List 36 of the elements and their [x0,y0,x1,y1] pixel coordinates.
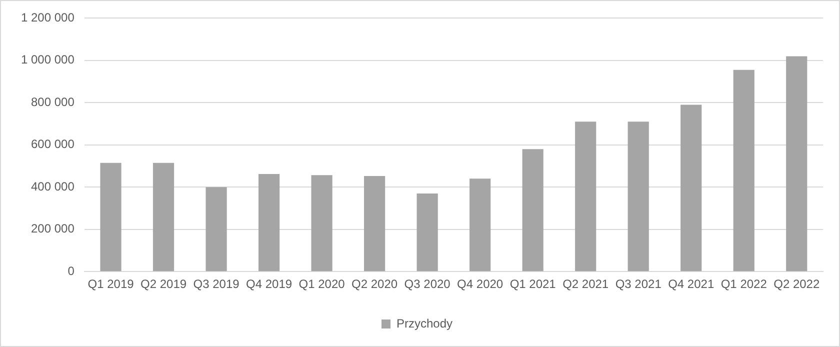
x-tick-label: Q1 2019 [88,277,134,292]
bar [311,175,332,272]
x-tick-label: Q3 2019 [193,277,240,292]
x-tick-label: Q2 2020 [352,277,398,292]
y-tick-label: 800 000 [30,94,75,109]
bar [522,149,544,272]
x-tick-label: Q1 2022 [720,277,768,292]
x-tick-label: Q4 2021 [668,277,714,292]
bar [470,178,491,272]
y-tick-label: 0 [68,264,75,278]
x-tick-label: Q1 2021 [510,277,556,292]
y-tick-label: 600 000 [30,137,75,152]
bar [152,162,174,272]
y-tick-label: 400 000 [30,179,75,194]
bar [733,70,754,272]
bar [416,193,438,272]
y-tick-label: 1 200 000 [20,10,75,25]
bar [628,122,649,272]
bar [680,104,702,272]
x-tick-label: Q2 2021 [562,277,609,292]
x-tick-label: Q2 2019 [140,277,187,292]
legend-label: Przychody [396,316,453,330]
x-tick-label: Q2 2022 [774,277,820,292]
bar [258,174,280,272]
x-tick-label: Q1 2020 [298,277,346,292]
x-tick-label: Q4 2019 [246,277,292,292]
y-tick-label: 200 000 [30,222,75,236]
bar [100,162,122,272]
x-tick-label: Q4 2020 [457,277,504,292]
bar [575,122,596,272]
x-tick-label: Q3 2021 [615,277,662,292]
bar [364,176,386,272]
bar [786,56,808,272]
bar [206,187,227,272]
y-tick-label: 1 000 000 [20,52,75,67]
x-tick-label: Q3 2020 [404,277,451,292]
